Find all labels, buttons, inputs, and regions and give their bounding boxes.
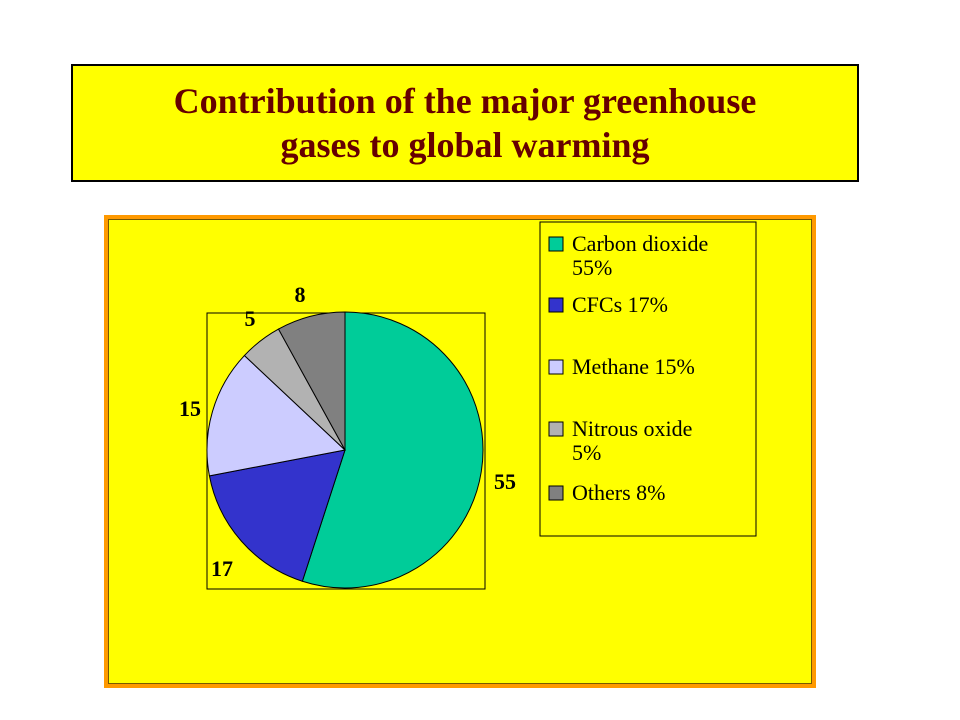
data-label-1: 55 [494,469,516,494]
legend-label-1-line-2: 55% [572,255,612,280]
title-line-1: Contribution of the major greenhouse [173,81,757,121]
legend-label-3-line-1: Methane 15% [572,354,695,379]
pie-slice-1 [301,311,484,589]
legend-swatch-5 [548,485,564,501]
legend-label-2-line-1: CFCs 17% [572,292,668,317]
data-label-2: 17 [211,556,233,581]
data-label-3: 15 [179,396,201,421]
legend-swatch-1 [548,236,564,252]
legend-label-1-line-1: Carbon dioxide [572,231,708,256]
title-box: Contribution of the major greenhouse gas… [71,64,859,182]
pie-slices [206,311,484,589]
data-labels: 55 17 15 5 8 [179,282,516,581]
legend-label-4-line-2: 5% [572,440,601,465]
pie-slice-2 [208,449,346,582]
legend-swatch-2 [548,297,564,313]
legend-box [539,221,757,537]
legend-label-5-line-1: Others 8% [572,480,665,505]
legend-swatch-3 [548,359,564,375]
legend-label-4-line-1: Nitrous oxide [572,416,692,441]
legend-swatch-4 [548,421,564,437]
data-label-5: 8 [295,282,306,307]
data-label-4: 5 [245,306,256,331]
pie-slice-5 [277,311,346,451]
pie-slice-3 [206,354,347,477]
title-line-2: gases to global warming [280,125,650,165]
